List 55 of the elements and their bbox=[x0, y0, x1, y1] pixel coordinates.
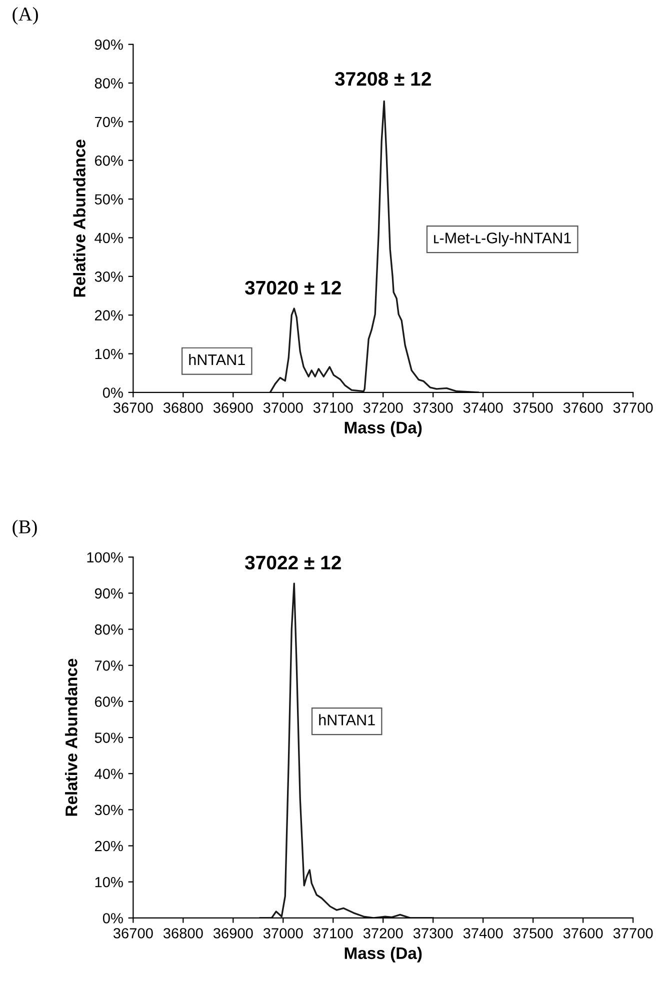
annotation: 37022 ± 12 bbox=[244, 556, 341, 570]
y-tick-label: 70% bbox=[95, 116, 123, 128]
y-tick-label: 80% bbox=[94, 624, 123, 635]
y-tick-label: 60% bbox=[95, 155, 123, 166]
x-tick-label: 37000 bbox=[263, 402, 303, 413]
x-tick-label: 37200 bbox=[363, 402, 403, 413]
chart-title: (B) bbox=[12, 520, 37, 538]
y-tick-label: 60% bbox=[95, 696, 123, 707]
annotation: hNTAN1 bbox=[319, 714, 375, 726]
x-tick-label: 37500 bbox=[513, 928, 553, 938]
y-tick-label: 40% bbox=[94, 232, 123, 244]
chart-title: (A) bbox=[12, 7, 38, 25]
y-tick-label: 50% bbox=[94, 194, 123, 204]
x-tick-label: 37700 bbox=[613, 928, 653, 938]
y-tick-label: 90% bbox=[94, 39, 123, 50]
y-tick-label: 90% bbox=[94, 588, 123, 599]
annotation: 37020 ± 12 bbox=[244, 280, 341, 295]
y-tick-label: 20% bbox=[94, 840, 123, 852]
x-tick-label: 36800 bbox=[163, 402, 203, 413]
annotation: ʟ-Met-ʟ-Gly-hNTAN1 bbox=[434, 232, 571, 246]
x-tick-label: 37300 bbox=[413, 928, 453, 938]
x-tick-label: 37400 bbox=[463, 928, 503, 938]
x-tick-label: 37300 bbox=[413, 402, 453, 413]
annotation: hNTAN1 bbox=[189, 354, 245, 366]
y-axis-title: Relative Abundance bbox=[65, 658, 78, 816]
y-tick-label: 50% bbox=[94, 732, 123, 743]
y-tick-label: 0% bbox=[102, 388, 123, 398]
x-axis-title: Mass (Da) bbox=[344, 421, 422, 437]
x-tick-label: 37600 bbox=[563, 928, 603, 938]
y-tick-label: 70% bbox=[95, 660, 123, 671]
y-tick-label: 20% bbox=[94, 310, 123, 321]
x-tick-label: 36800 bbox=[163, 928, 203, 938]
y-axis-title: Relative Abundance bbox=[73, 140, 86, 297]
y-tick-label: 40% bbox=[94, 768, 123, 780]
y-tick-label: 0% bbox=[102, 913, 123, 924]
y-tick-label: 100% bbox=[87, 552, 123, 563]
x-tick-label: 36900 bbox=[213, 928, 253, 938]
y-tick-label: 30% bbox=[94, 272, 123, 282]
x-tick-label: 36900 bbox=[213, 402, 253, 413]
y-tick-label: 80% bbox=[94, 78, 123, 88]
x-tick-label: 37400 bbox=[463, 402, 503, 413]
x-tick-label: 37200 bbox=[363, 928, 403, 938]
y-tick-label: 10% bbox=[95, 876, 123, 888]
y-tick-label: 10% bbox=[95, 348, 123, 360]
x-tick-label: 36700 bbox=[113, 928, 153, 938]
x-tick-label: 37500 bbox=[513, 402, 553, 413]
x-tick-label: 37100 bbox=[313, 928, 353, 938]
x-tick-label: 37100 bbox=[313, 402, 353, 413]
x-tick-label: 36700 bbox=[113, 402, 153, 413]
x-tick-label: 37000 bbox=[263, 928, 303, 938]
x-tick-label: 37600 bbox=[563, 402, 603, 413]
annotation: 37208 ± 12 bbox=[334, 72, 431, 86]
x-axis-title: Mass (Da) bbox=[344, 946, 422, 962]
y-tick-label: 30% bbox=[94, 804, 123, 816]
x-tick-label: 37700 bbox=[613, 402, 653, 413]
